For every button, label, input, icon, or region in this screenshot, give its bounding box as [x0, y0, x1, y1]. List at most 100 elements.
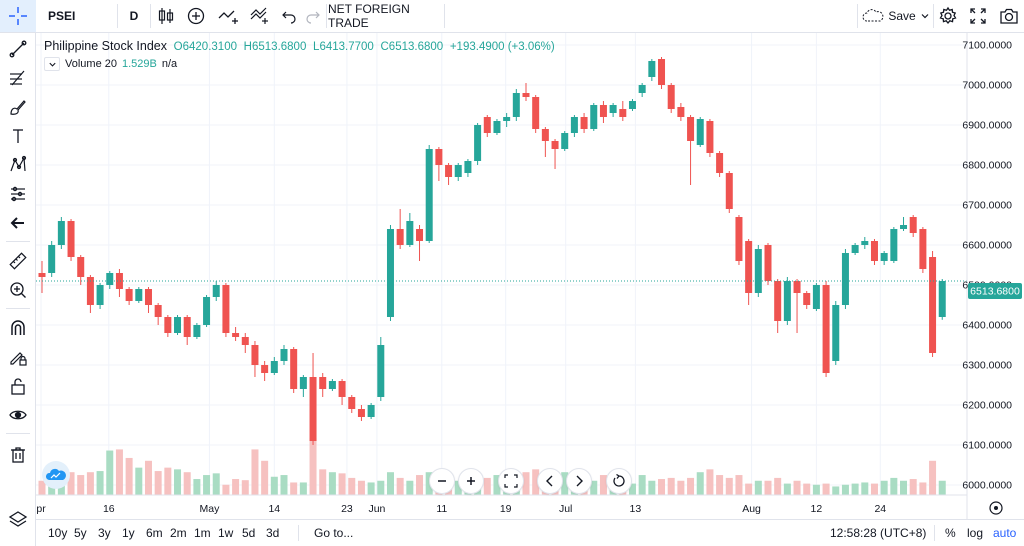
candle [880, 251, 888, 265]
snapshot-button[interactable] [995, 0, 1023, 32]
fullscreen-button[interactable] [965, 0, 991, 32]
candle-body [599, 105, 607, 117]
stay-drawing-tool[interactable] [3, 343, 33, 371]
range-button-1y[interactable]: 1y [122, 520, 135, 546]
lock-drawings-tool[interactable] [3, 372, 33, 400]
price-chart[interactable]: 7100.0000 7000.0000 6900.0000 6800.0000 6700… [36, 33, 1024, 519]
magnet-tool[interactable] [3, 314, 33, 342]
candle [706, 119, 714, 157]
volume-bar [357, 480, 365, 495]
range-label: 5y [74, 526, 87, 540]
crosshair-button[interactable] [0, 0, 36, 32]
range-button-3y[interactable]: 3y [98, 520, 111, 546]
fib-tool[interactable] [3, 64, 33, 92]
candle-body [793, 281, 801, 293]
volume-bar [406, 480, 414, 495]
zoom-out-button[interactable] [429, 468, 455, 494]
symbol-title: Philippine Stock Index [44, 39, 167, 53]
chart-type-button[interactable] [153, 0, 179, 32]
candle-body [716, 153, 724, 173]
goto-button[interactable]: Go to... [314, 520, 353, 546]
volume-period: 20 [104, 58, 117, 70]
undo-button[interactable] [278, 0, 300, 32]
text-tool[interactable] [3, 122, 33, 150]
volume-bar [193, 479, 201, 495]
gear-icon [939, 6, 957, 25]
range-button-1m[interactable]: 1m [194, 520, 211, 546]
candle-body [735, 217, 743, 261]
candle-body [241, 337, 249, 345]
volume-bar [125, 457, 133, 495]
candle-body [386, 229, 394, 317]
range-button-3d[interactable]: 3d [266, 520, 279, 546]
axis-settings-button[interactable] [989, 501, 1003, 515]
candle-body [561, 133, 569, 149]
collapse-legend-button[interactable] [44, 57, 60, 71]
hide-toolbar-button[interactable] [3, 209, 33, 237]
candle [77, 255, 85, 285]
prediction-tool[interactable] [3, 180, 33, 208]
candle [851, 243, 859, 255]
x-tick-label: Aug [742, 503, 761, 515]
zoom-tool[interactable] [3, 276, 33, 304]
scroll-left-button[interactable] [537, 468, 563, 494]
candle-body [154, 305, 162, 317]
y-tick-label: 6900.0000 [962, 120, 1012, 132]
candle [464, 159, 472, 177]
add-indicator-button[interactable] [182, 0, 210, 32]
arrow-left-icon [10, 217, 24, 229]
candle [474, 123, 482, 165]
trendline-tool[interactable] [3, 35, 33, 63]
zoom-in-button[interactable] [458, 468, 484, 494]
candle-body [803, 293, 811, 305]
object-tree-button[interactable] [3, 505, 33, 533]
price-axis[interactable]: 7100.0000 7000.0000 6900.0000 6800.0000 6700… [962, 40, 1012, 492]
chevron-down-icon [921, 14, 929, 19]
ruler-icon [9, 252, 27, 270]
candle-body [406, 221, 414, 245]
time-zone-button[interactable]: 12:58:28 (UTC+8) [830, 520, 926, 546]
time-axis[interactable]: pr 16 May 14 23 Jun 11 19 Jul 13 Aug 12 24 [36, 503, 886, 515]
candle [696, 117, 704, 147]
candle [687, 115, 695, 185]
fit-button[interactable] [498, 468, 524, 494]
compare-button[interactable] [246, 0, 274, 32]
measure-tool[interactable] [3, 247, 33, 275]
auto-toggle[interactable]: auto [993, 520, 1016, 546]
range-button-5d[interactable]: 5d [242, 520, 255, 546]
range-label: 3y [98, 526, 111, 540]
volume-value-2: n/a [161, 58, 178, 70]
tradingview-logo[interactable] [42, 461, 70, 489]
indicators-button[interactable] [214, 0, 244, 32]
x-tick-label: 24 [874, 503, 886, 515]
remove-drawings-tool[interactable] [3, 441, 33, 469]
range-button-2m[interactable]: 2m [170, 520, 187, 546]
settings-button[interactable] [935, 0, 961, 32]
trash-icon [11, 447, 25, 463]
range-button-5y[interactable]: 5y [74, 520, 87, 546]
reset-chart-button[interactable] [606, 468, 632, 494]
candle [125, 287, 133, 305]
interval-button[interactable]: D [120, 0, 148, 32]
hide-drawings-tool[interactable] [3, 401, 33, 429]
log-toggle[interactable]: log [967, 520, 983, 546]
pattern-tool[interactable] [3, 151, 33, 179]
x-tick-label: 16 [103, 503, 115, 515]
candle [812, 283, 820, 311]
range-button-6m[interactable]: 6m [146, 520, 163, 546]
volume-bar [86, 472, 94, 495]
scroll-right-button[interactable] [566, 468, 592, 494]
symbol-search-button[interactable]: PSEI [40, 0, 116, 32]
candle-body [425, 149, 433, 241]
candle-body [328, 381, 336, 389]
percent-toggle[interactable]: % [945, 520, 956, 546]
brush-tool[interactable] [3, 93, 33, 121]
x-tick-label: Jul [559, 503, 572, 515]
range-button-1w[interactable]: 1w [218, 520, 233, 546]
save-button[interactable]: Save [860, 0, 932, 32]
volume-bar [754, 480, 762, 495]
range-button-10y[interactable]: 10y [48, 520, 67, 546]
indicator-net-foreign-trade-button[interactable]: NET FOREIGN TRADE [328, 0, 442, 32]
redo-button[interactable] [302, 0, 324, 32]
candle [619, 101, 627, 121]
